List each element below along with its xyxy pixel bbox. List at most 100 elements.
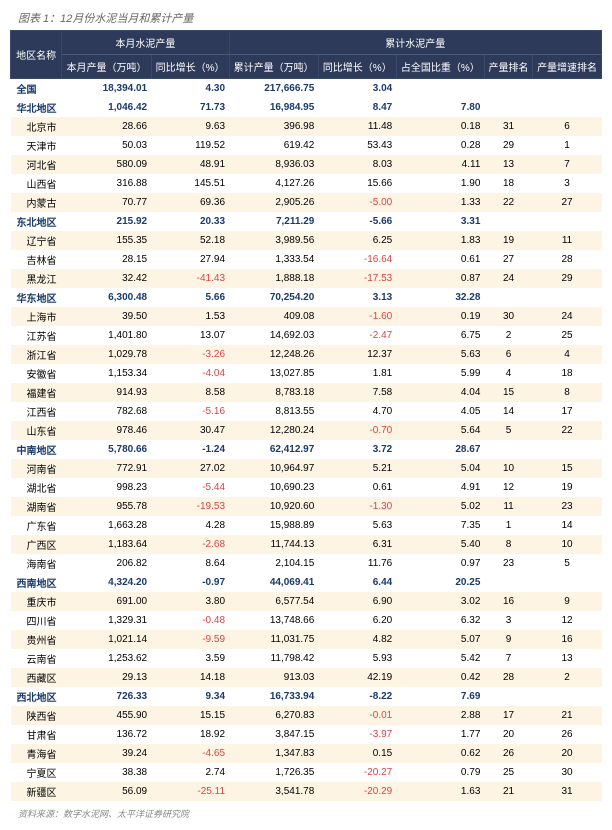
cell: 44,069.41 — [229, 573, 318, 592]
cell: 12 — [533, 611, 602, 630]
cell: 22 — [484, 193, 532, 212]
cell: 1,888.18 — [229, 269, 318, 288]
cell: 20.33 — [151, 212, 229, 231]
cell: 70,254.20 — [229, 288, 318, 307]
cell: 全国 — [11, 79, 62, 99]
col-rank-output: 产量排名 — [484, 55, 532, 79]
cell: 39.50 — [62, 307, 151, 326]
cell: 29 — [533, 269, 602, 288]
cell: 71.73 — [151, 98, 229, 117]
cell: 1,347.83 — [229, 744, 318, 763]
cell: 10 — [533, 535, 602, 554]
cell: 0.97 — [396, 554, 484, 573]
cell: 17 — [533, 402, 602, 421]
footer-source: 资料来源：数字水泥网、太平洋证券研究院 — [10, 807, 602, 820]
table-row: 山东省978.4630.4712,280.24-0.705.64522 — [11, 421, 602, 440]
cell: 12,248.26 — [229, 345, 318, 364]
cell: -5.44 — [151, 478, 229, 497]
cell: 2.74 — [151, 763, 229, 782]
cell: 辽宁省 — [11, 231, 62, 250]
col-month-output: 本月产量（万吨） — [62, 55, 151, 79]
cell: 2.88 — [396, 706, 484, 725]
cell: 1.63 — [396, 782, 484, 801]
cell: 955.78 — [62, 497, 151, 516]
cell: 6,300.48 — [62, 288, 151, 307]
cell: 396.98 — [229, 117, 318, 136]
cell: 3.80 — [151, 592, 229, 611]
cell: -3.26 — [151, 345, 229, 364]
cell: 2 — [533, 668, 602, 687]
cell: 15.15 — [151, 706, 229, 725]
cell: 7.58 — [318, 383, 396, 402]
table-row: 浙江省1,029.78-3.2612,248.2612.375.6364 — [11, 345, 602, 364]
cell: 湖南省 — [11, 497, 62, 516]
cell: 4,127.26 — [229, 174, 318, 193]
cell: 3.02 — [396, 592, 484, 611]
cell: 4 — [533, 345, 602, 364]
cell: 7.80 — [396, 98, 484, 117]
cell: 4.91 — [396, 478, 484, 497]
cell: 9.63 — [151, 117, 229, 136]
cell: 10,920.60 — [229, 497, 318, 516]
cell — [484, 573, 532, 592]
cell: 云南省 — [11, 649, 62, 668]
cell: 江西省 — [11, 402, 62, 421]
cell: 25 — [484, 763, 532, 782]
cell: 2,905.26 — [229, 193, 318, 212]
cell: 3.31 — [396, 212, 484, 231]
cell: 4,324.20 — [62, 573, 151, 592]
cell: 0.87 — [396, 269, 484, 288]
cell: 16,733.94 — [229, 687, 318, 706]
cell: 409.08 — [229, 307, 318, 326]
cell: 9 — [484, 630, 532, 649]
cell: 浙江省 — [11, 345, 62, 364]
cell: 316.88 — [62, 174, 151, 193]
col-region: 地区名称 — [11, 31, 62, 79]
cell: -9.59 — [151, 630, 229, 649]
region-row: 西北地区726.339.3416,733.94-8.227.69 — [11, 687, 602, 706]
cell — [484, 288, 532, 307]
cell: 北京市 — [11, 117, 62, 136]
table-row: 云南省1,253.623.5911,798.425.935.42713 — [11, 649, 602, 668]
cell: 陕西省 — [11, 706, 62, 725]
cell: 5.02 — [396, 497, 484, 516]
cell: 28 — [484, 668, 532, 687]
cell: 1,021.14 — [62, 630, 151, 649]
cell — [533, 288, 602, 307]
cell: 西藏区 — [11, 668, 62, 687]
cell: 5 — [533, 554, 602, 573]
cell: 691.00 — [62, 592, 151, 611]
cell: 32.42 — [62, 269, 151, 288]
cell: 30.47 — [151, 421, 229, 440]
cell — [396, 79, 484, 99]
cell: 70.77 — [62, 193, 151, 212]
cell: 0.42 — [396, 668, 484, 687]
cell: 30 — [484, 307, 532, 326]
cell: 华东地区 — [11, 288, 62, 307]
cell: 15.66 — [318, 174, 396, 193]
cell: 20 — [533, 744, 602, 763]
cell: 5.07 — [396, 630, 484, 649]
cell: 8.03 — [318, 155, 396, 174]
cell: -1.30 — [318, 497, 396, 516]
cell: 31 — [533, 782, 602, 801]
cell: -5.66 — [318, 212, 396, 231]
cell: 18,394.01 — [62, 79, 151, 99]
region-row: 全国18,394.014.30217,666.753.04 — [11, 79, 602, 99]
cell: 119.52 — [151, 136, 229, 155]
table-row: 西藏区29.1314.18913.0342.190.42282 — [11, 668, 602, 687]
cell: 145.51 — [151, 174, 229, 193]
cell: 21 — [533, 706, 602, 725]
cell: 4.82 — [318, 630, 396, 649]
cell: 黑龙江 — [11, 269, 62, 288]
cell: 湖北省 — [11, 478, 62, 497]
cell: -2.68 — [151, 535, 229, 554]
cell: 0.28 — [396, 136, 484, 155]
cell: -4.65 — [151, 744, 229, 763]
cell: 9.34 — [151, 687, 229, 706]
cell: 华北地区 — [11, 98, 62, 117]
cell: 42.19 — [318, 668, 396, 687]
cell: 5.99 — [396, 364, 484, 383]
cell: 河北省 — [11, 155, 62, 174]
cell: -41.43 — [151, 269, 229, 288]
